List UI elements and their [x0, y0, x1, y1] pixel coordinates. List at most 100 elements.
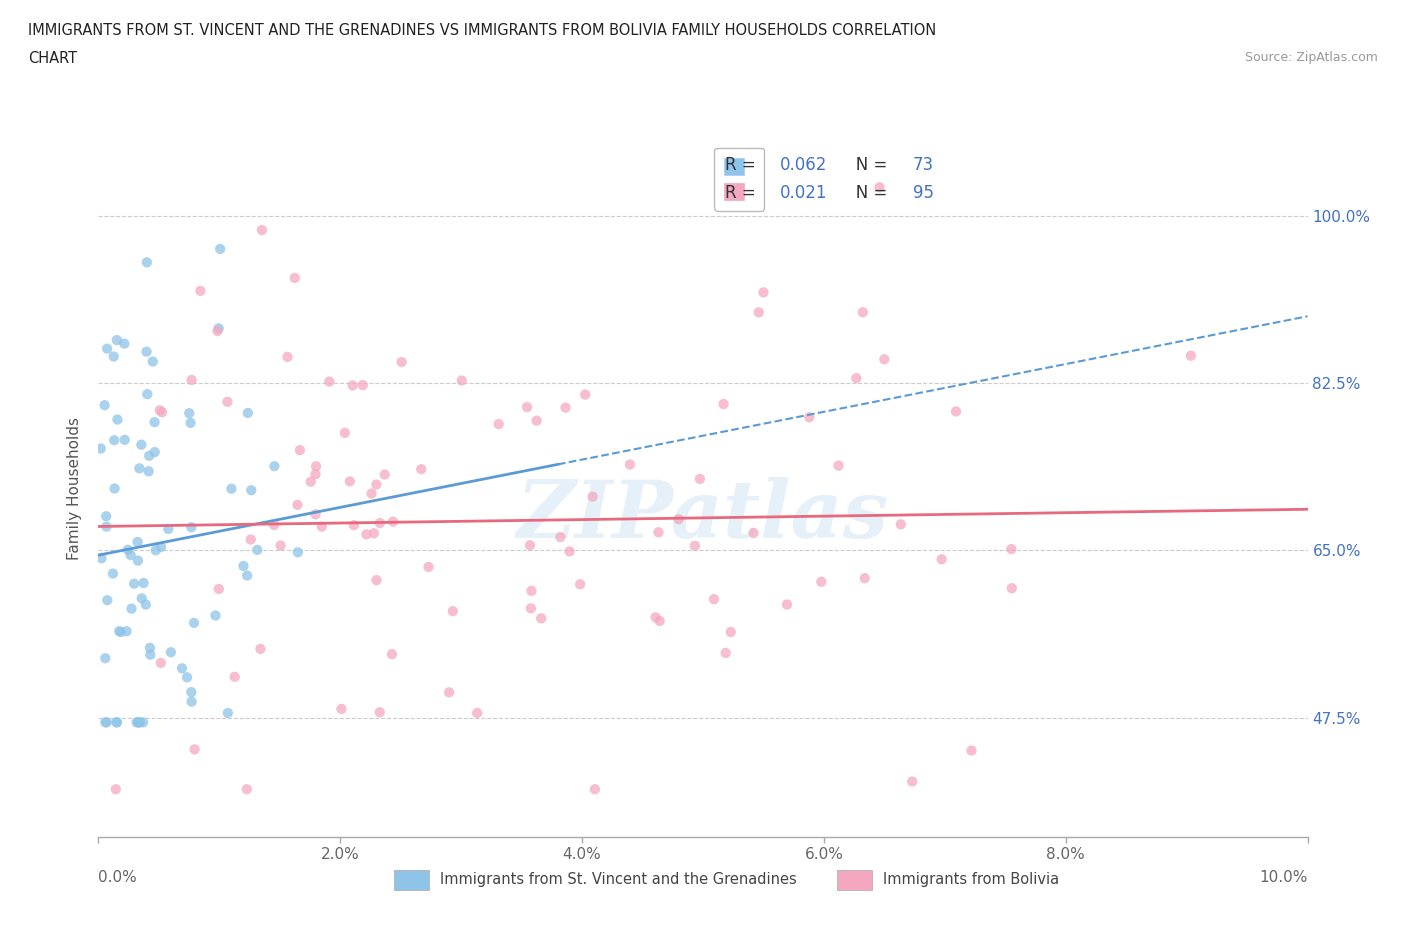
- Point: [208, 321, 231, 336]
- Text: Immigrants from St. Vincent and the Grenadines: Immigrants from St. Vincent and the Gren…: [440, 872, 797, 887]
- Point: [418, 560, 440, 575]
- Point: [90, 441, 112, 456]
- Point: [550, 529, 572, 544]
- Point: [150, 539, 173, 554]
- Point: [90, 551, 112, 565]
- Legend: , : ,: [714, 148, 765, 211]
- Point: [619, 458, 641, 472]
- Point: [305, 458, 328, 473]
- Text: Source: ZipAtlas.com: Source: ZipAtlas.com: [1244, 51, 1378, 64]
- Point: [217, 394, 239, 409]
- Point: [519, 538, 541, 552]
- Point: [288, 443, 311, 458]
- Point: [108, 624, 131, 639]
- Point: [139, 641, 162, 656]
- Point: [363, 525, 385, 540]
- Point: [381, 646, 404, 661]
- Point: [647, 525, 669, 539]
- Point: [569, 577, 592, 591]
- Point: [149, 403, 172, 418]
- Point: [105, 715, 128, 730]
- Point: [180, 373, 202, 388]
- Text: R =: R =: [725, 156, 761, 175]
- Point: [516, 400, 538, 415]
- Text: IMMIGRANTS FROM ST. VINCENT AND THE GRENADINES VS IMMIGRANTS FROM BOLIVIA FAMILY: IMMIGRANTS FROM ST. VINCENT AND THE GREN…: [28, 23, 936, 38]
- Point: [391, 354, 413, 369]
- Point: [465, 706, 488, 721]
- Point: [748, 305, 770, 320]
- Point: [520, 601, 543, 616]
- Point: [131, 591, 153, 605]
- Point: [236, 782, 259, 797]
- Point: [143, 415, 166, 430]
- Point: [799, 410, 821, 425]
- Point: [1180, 349, 1202, 364]
- Point: [368, 705, 391, 720]
- Point: [138, 464, 160, 479]
- Point: [352, 378, 374, 392]
- Point: [128, 461, 150, 476]
- Point: [270, 538, 292, 553]
- Text: R =: R =: [725, 184, 761, 202]
- Point: [246, 542, 269, 557]
- Text: 73: 73: [912, 156, 934, 175]
- Text: 0.062: 0.062: [780, 156, 827, 175]
- Point: [239, 532, 262, 547]
- Point: [827, 458, 849, 473]
- Point: [890, 517, 912, 532]
- Point: [145, 543, 167, 558]
- Point: [714, 645, 737, 660]
- Point: [132, 715, 155, 730]
- Point: [366, 477, 388, 492]
- Point: [127, 715, 149, 730]
- Point: [149, 656, 172, 671]
- Point: [110, 625, 132, 640]
- Point: [232, 559, 254, 574]
- Point: [574, 387, 596, 402]
- Point: [810, 575, 832, 590]
- Point: [180, 416, 202, 431]
- Text: N =: N =: [841, 184, 893, 202]
- Point: [339, 474, 361, 489]
- Point: [96, 341, 118, 356]
- Point: [960, 743, 983, 758]
- Point: [526, 413, 548, 428]
- Point: [368, 515, 391, 530]
- Point: [583, 782, 606, 797]
- Point: [128, 715, 150, 730]
- Point: [103, 481, 125, 496]
- Point: [204, 608, 226, 623]
- Point: [845, 371, 868, 386]
- Text: 95: 95: [912, 184, 934, 202]
- Text: 0.021: 0.021: [780, 184, 827, 202]
- Point: [520, 583, 543, 598]
- Point: [901, 774, 924, 789]
- Point: [170, 661, 193, 676]
- Point: [96, 509, 118, 524]
- Point: [160, 644, 183, 659]
- Point: [107, 412, 129, 427]
- Point: [304, 467, 326, 482]
- Point: [120, 548, 142, 563]
- Point: [250, 222, 273, 237]
- Point: [104, 782, 127, 797]
- Point: [115, 624, 138, 639]
- Point: [209, 242, 232, 257]
- Point: [304, 507, 326, 522]
- Point: [648, 614, 671, 629]
- Point: [157, 522, 180, 537]
- Point: [121, 601, 143, 616]
- Point: [180, 695, 202, 710]
- Point: [437, 684, 460, 699]
- Point: [488, 417, 510, 432]
- Point: [1001, 580, 1024, 595]
- Point: [581, 489, 603, 504]
- Point: [530, 611, 553, 626]
- Point: [125, 715, 148, 730]
- Point: [284, 271, 307, 286]
- Text: 10.0%: 10.0%: [1260, 870, 1308, 884]
- Y-axis label: Family Households: Family Households: [67, 417, 83, 560]
- Point: [96, 519, 118, 534]
- Text: Immigrants from Bolivia: Immigrants from Bolivia: [883, 872, 1059, 887]
- Point: [236, 568, 259, 583]
